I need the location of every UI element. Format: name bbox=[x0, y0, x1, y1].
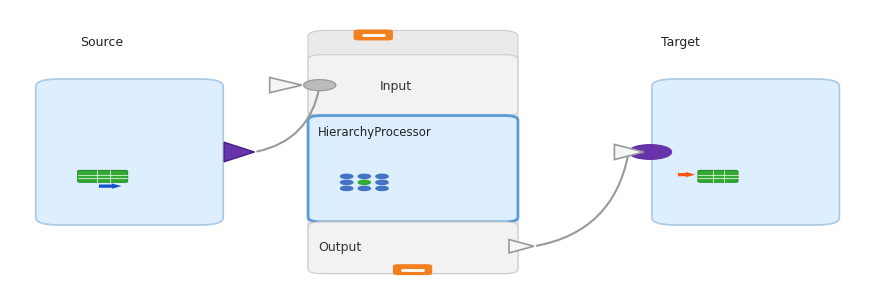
FancyBboxPatch shape bbox=[78, 170, 128, 182]
Text: Target: Target bbox=[661, 36, 700, 49]
Circle shape bbox=[376, 186, 388, 191]
Circle shape bbox=[340, 174, 353, 178]
FancyBboxPatch shape bbox=[308, 116, 518, 222]
Circle shape bbox=[358, 180, 371, 185]
FancyBboxPatch shape bbox=[308, 222, 518, 274]
Circle shape bbox=[376, 180, 388, 185]
FancyBboxPatch shape bbox=[36, 79, 223, 225]
Circle shape bbox=[358, 186, 371, 191]
FancyArrow shape bbox=[99, 184, 121, 189]
FancyBboxPatch shape bbox=[354, 29, 393, 40]
Text: HierarchyProcessor: HierarchyProcessor bbox=[318, 126, 432, 139]
Polygon shape bbox=[509, 240, 534, 253]
Text: Input: Input bbox=[380, 80, 412, 93]
FancyBboxPatch shape bbox=[652, 79, 839, 225]
FancyBboxPatch shape bbox=[308, 55, 518, 116]
Circle shape bbox=[358, 174, 371, 178]
Circle shape bbox=[304, 80, 336, 91]
FancyBboxPatch shape bbox=[308, 30, 518, 274]
FancyBboxPatch shape bbox=[698, 170, 738, 182]
Circle shape bbox=[340, 186, 353, 191]
Polygon shape bbox=[614, 144, 644, 160]
FancyBboxPatch shape bbox=[393, 264, 432, 275]
Circle shape bbox=[376, 174, 388, 178]
FancyArrow shape bbox=[678, 172, 696, 177]
Polygon shape bbox=[224, 142, 255, 162]
Text: Source: Source bbox=[80, 36, 123, 49]
Circle shape bbox=[340, 180, 353, 185]
Polygon shape bbox=[270, 78, 302, 93]
Text: Output: Output bbox=[318, 241, 361, 254]
Circle shape bbox=[629, 145, 672, 159]
